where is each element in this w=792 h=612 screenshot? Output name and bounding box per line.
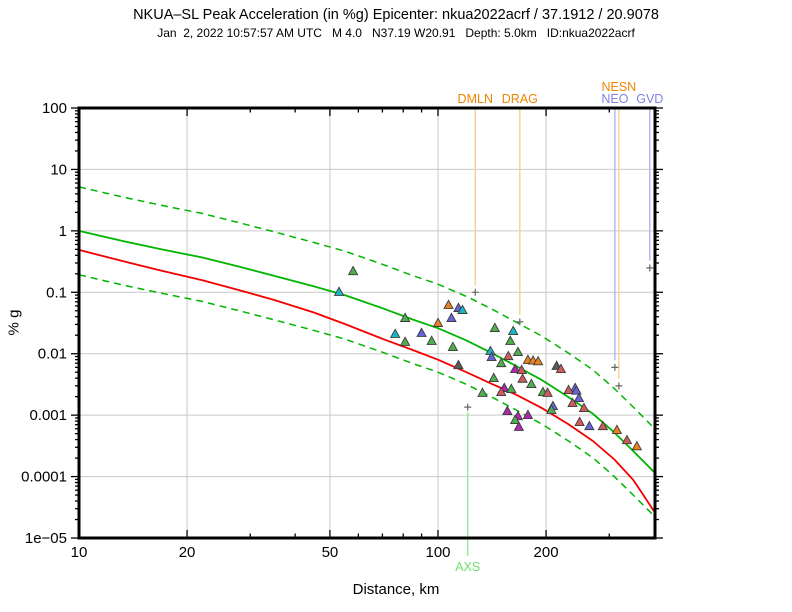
station-triangle-cyan: [457, 304, 468, 314]
station-triangle-orange: [443, 299, 454, 309]
y-tick-label: 0.1: [46, 284, 67, 301]
flagged-station-cross-drag: [516, 318, 524, 326]
station-triangle-violet: [416, 327, 427, 337]
station-triangle-green: [526, 378, 537, 388]
x-tick-label: 10: [71, 544, 88, 561]
station-triangle-green: [546, 404, 557, 414]
station-triangle-magenta: [522, 409, 534, 419]
flagged-station-label-nesn: NESN: [601, 80, 636, 94]
flagged-station-cross-neo: [611, 363, 619, 371]
y-tick-label: 1e−05: [25, 530, 67, 547]
station-triangle-cyan: [507, 325, 519, 336]
y-axis-label: % g: [5, 309, 23, 336]
y-tick-label: 10: [50, 161, 67, 178]
y-tick-label: 0.0001: [21, 469, 67, 486]
curve-median-plus-sigma: [78, 186, 656, 430]
y-tick-label: 0.01: [38, 346, 67, 363]
station-triangle-cyan: [389, 328, 401, 338]
station-triangle-green: [495, 357, 507, 368]
station-triangle-green: [509, 414, 521, 424]
station-triangle-red: [516, 364, 527, 375]
station-triangle-gray: [453, 359, 464, 370]
station-triangle-orange: [631, 440, 643, 451]
station-triangle-red: [621, 434, 633, 445]
station-triangle-magenta: [509, 363, 521, 374]
y-tick-label: 0.001: [29, 407, 67, 424]
station-triangle-violet: [584, 420, 595, 431]
station-triangle-violet: [446, 312, 457, 322]
station-triangle-green: [512, 346, 524, 357]
station-triangle-red: [542, 387, 553, 397]
station-triangle-red: [563, 384, 574, 395]
station-triangle-violet: [571, 385, 582, 395]
station-triangle-green: [347, 265, 359, 276]
station-triangle-green: [399, 312, 411, 322]
x-tick-label: 100: [425, 544, 450, 561]
station-triangle-red: [555, 363, 567, 374]
flagged-station-cross-dmln: [471, 288, 479, 296]
flagged-station-cross-nesn: [615, 382, 623, 390]
curve-median-minus-sigma: [78, 274, 656, 518]
y-tick-label: 1: [59, 223, 67, 240]
station-triangle-red: [597, 420, 609, 431]
x-axis-label: Distance, km: [352, 581, 440, 598]
station-triangle-magenta: [502, 405, 513, 416]
flagged-station-label-neo: NEO: [601, 92, 628, 106]
x-tick-label: 20: [179, 544, 196, 561]
station-triangle-magenta: [513, 421, 525, 431]
station-triangle-red: [578, 402, 590, 412]
flagged-station-label-axs: AXS: [455, 560, 480, 574]
station-triangle-green: [489, 322, 501, 332]
station-triangle-orange: [611, 424, 623, 434]
station-triangle-orange: [532, 355, 544, 366]
plot-frame: [77, 106, 657, 540]
flagged-station-label-gvd: GVD: [636, 92, 663, 106]
station-triangle-red: [503, 350, 514, 361]
station-triangle-green: [447, 341, 459, 351]
station-triangle-green: [505, 335, 516, 345]
station-triangle-red: [574, 416, 585, 426]
curve-secondary: [78, 249, 656, 513]
station-triangle-red: [495, 386, 507, 396]
flagged-station-cross-gvd: [646, 264, 654, 272]
station-triangle-violet: [486, 351, 497, 361]
flagged-station-label-dmln: DMLN: [458, 92, 493, 106]
flagged-station-cross-axs: [464, 403, 472, 411]
station-triangle-green: [477, 387, 488, 397]
flagged-station-label-drag: DRAG: [502, 92, 538, 106]
station-triangle-green: [488, 372, 500, 383]
station-triangle-orange: [432, 317, 444, 327]
station-triangle-red: [567, 397, 578, 407]
station-triangle-violet: [573, 392, 585, 403]
curve-median: [78, 230, 656, 474]
station-triangle-red: [517, 373, 528, 383]
station-triangle-cyan: [333, 286, 345, 296]
y-tick-label: 100: [42, 100, 67, 117]
plot-subtitle: Jan 2, 2022 10:57:57 AM UTC M 4.0 N37.19…: [157, 26, 635, 40]
x-tick-label: 50: [322, 544, 339, 561]
station-triangle-green: [506, 383, 517, 393]
station-triangle-green: [426, 335, 437, 345]
x-tick-label: 200: [534, 544, 559, 561]
plot-title: NKUA–SL Peak Acceleration (in %g) Epicen…: [133, 7, 659, 23]
station-triangle-green: [399, 336, 411, 346]
